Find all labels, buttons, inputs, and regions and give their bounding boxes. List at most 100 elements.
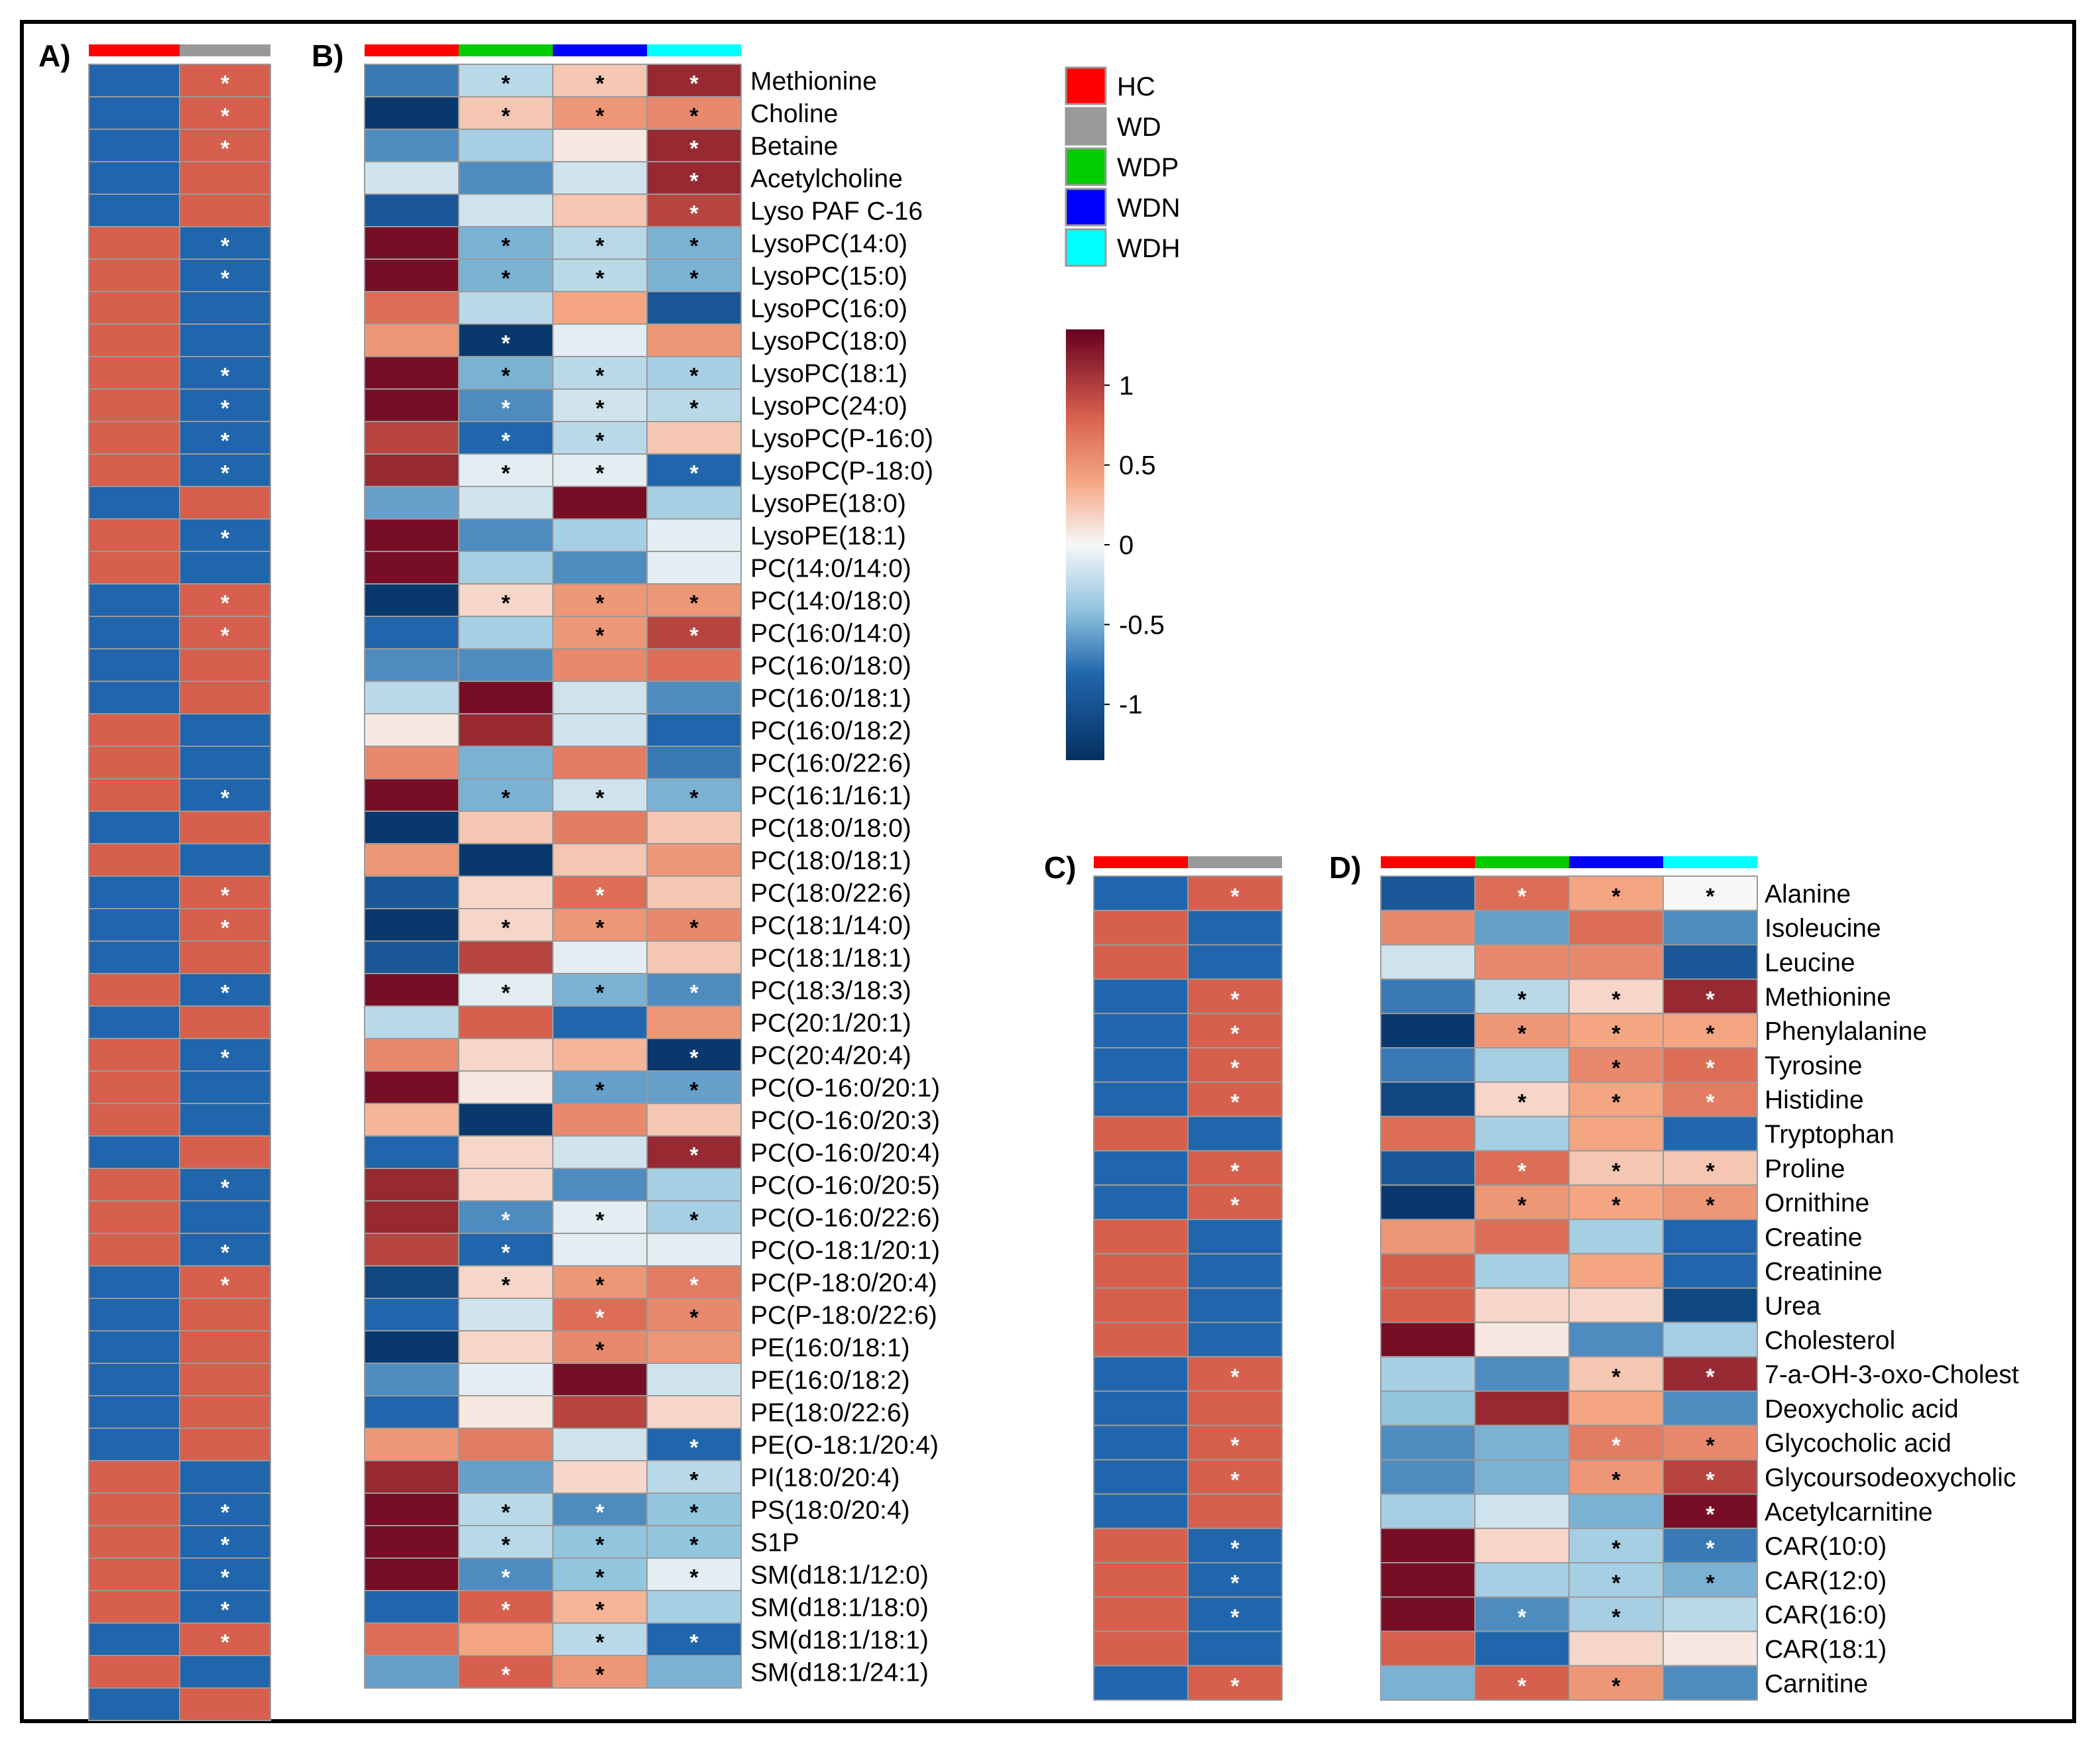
row-label: PE(18:0/22:6) <box>750 1399 910 1428</box>
row-label: CAR(10:0) <box>1765 1532 1887 1561</box>
significance-star: * <box>689 1143 699 1168</box>
significance-star: * <box>689 1500 699 1526</box>
row-label: SM(d18:1/18:0) <box>750 1594 929 1622</box>
heatmap-cell <box>179 356 271 390</box>
heatmap-cell <box>458 1298 554 1331</box>
row-label: Deoxycholic acid <box>1765 1395 1959 1424</box>
heatmap-cell <box>88 1330 180 1364</box>
heatmap-cell <box>179 421 271 455</box>
heatmap-cell <box>88 453 180 487</box>
heatmap-cell <box>88 1590 180 1624</box>
significance-star: * <box>689 104 699 129</box>
heatmap-cell <box>179 1330 271 1364</box>
heatmap-cell <box>88 518 180 552</box>
heatmap-cell <box>1380 1150 1476 1186</box>
heatmap-cell <box>88 1525 180 1559</box>
heatmap-cell <box>552 1135 648 1169</box>
heatmap-cell <box>179 1428 271 1461</box>
heatmap-cell <box>364 1265 459 1299</box>
heatmap-cell <box>179 453 271 487</box>
significance-star: * <box>595 104 605 129</box>
significance-star: * <box>595 266 605 292</box>
significance-star: * <box>221 1630 230 1656</box>
heatmap-cell <box>1380 1493 1476 1530</box>
heatmap-cell <box>88 421 180 455</box>
significance-star: * <box>1230 1673 1240 1699</box>
heatmap-cell <box>88 96 180 130</box>
heatmap-cell <box>646 583 742 617</box>
row-label: Acetylcholine <box>750 165 903 194</box>
heatmap-cell <box>364 64 459 97</box>
heatmap-cell <box>1568 1115 1664 1152</box>
heatmap-cell <box>552 518 648 552</box>
heatmap-cell <box>179 323 271 357</box>
row-label: PC(O-16:0/22:6) <box>750 1204 940 1233</box>
significance-star: * <box>501 1208 510 1233</box>
heatmap-cell <box>88 908 180 942</box>
heatmap-cell <box>646 843 742 877</box>
heatmap-cell <box>552 161 648 195</box>
heatmap-cell <box>364 1298 459 1331</box>
heatmap-cell <box>1662 1287 1758 1323</box>
heatmap-cell <box>364 1005 459 1039</box>
significance-star: * <box>595 981 605 1006</box>
significance-star: * <box>1230 987 1240 1012</box>
significance-star: * <box>1706 884 1715 909</box>
heatmap-cell <box>458 875 554 909</box>
row-label: PC(O-16:0/20:5) <box>750 1172 940 1200</box>
group-bar-wdn <box>553 44 647 56</box>
heatmap-cell <box>364 518 459 552</box>
heatmap-cell <box>364 1103 459 1137</box>
heatmap-cell <box>364 1460 459 1494</box>
significance-star: * <box>1517 1090 1527 1115</box>
significance-star: * <box>501 1241 510 1266</box>
significance-star: * <box>689 1078 699 1103</box>
panel-b: B) * * * Methionine * * * Choline * Betaine * Acety… <box>312 38 940 1689</box>
heatmap-cell <box>88 1168 180 1202</box>
heatmap-cell <box>1380 1115 1476 1152</box>
heatmap-cell <box>179 875 271 909</box>
row-label: PC(18:0/22:6) <box>750 879 911 908</box>
row-label: PC(16:0/18:0) <box>750 652 911 681</box>
heatmap-cell <box>458 973 554 1007</box>
row-label: PC(18:1/14:0) <box>750 912 911 940</box>
significance-star: * <box>221 429 230 454</box>
heatmap-cell <box>88 746 180 779</box>
heatmap-cell <box>458 616 554 649</box>
significance-star: * <box>221 1241 230 1266</box>
heatmap-cell <box>1662 1253 1758 1289</box>
significance-star: * <box>1230 884 1240 909</box>
heatmap-cell <box>1093 1219 1189 1255</box>
heatmap-cell <box>458 583 554 617</box>
significance-star: * <box>1611 1536 1621 1561</box>
row-label: PC(18:0/18:1) <box>750 847 911 875</box>
heatmap-cell <box>552 583 648 617</box>
heatmap-cell <box>1568 1013 1664 1048</box>
heatmap-cell <box>1093 1493 1189 1530</box>
significance-star: * <box>1706 1536 1715 1561</box>
heatmap-cell <box>458 551 554 585</box>
group-bar-wd <box>180 44 270 56</box>
heatmap-cell <box>646 1200 742 1234</box>
significance-star: * <box>689 1435 699 1461</box>
significance-star: * <box>689 234 699 259</box>
row-label: CAR(12:0) <box>1765 1567 1887 1595</box>
significance-star: * <box>1706 1158 1715 1184</box>
heatmap-cell <box>1568 978 1664 1015</box>
significance-star: * <box>1611 1434 1621 1459</box>
row-label: Glycoursodeoxycholic <box>1765 1464 2016 1492</box>
significance-star: * <box>1706 1502 1715 1527</box>
significance-star: * <box>1230 1158 1240 1184</box>
heatmap-cell <box>552 1395 648 1429</box>
significance-star: * <box>221 266 230 292</box>
significance-star: * <box>501 429 510 454</box>
heatmap-cell <box>1380 1081 1476 1117</box>
row-label: Histidine <box>1765 1086 1864 1115</box>
significance-star: * <box>1706 1056 1715 1081</box>
heatmap-cell <box>458 1363 554 1396</box>
row-label: PE(16:0/18:2) <box>750 1367 910 1395</box>
heatmap-cell <box>552 875 648 909</box>
heatmap-cell <box>646 129 742 162</box>
significance-star: * <box>1517 987 1527 1012</box>
